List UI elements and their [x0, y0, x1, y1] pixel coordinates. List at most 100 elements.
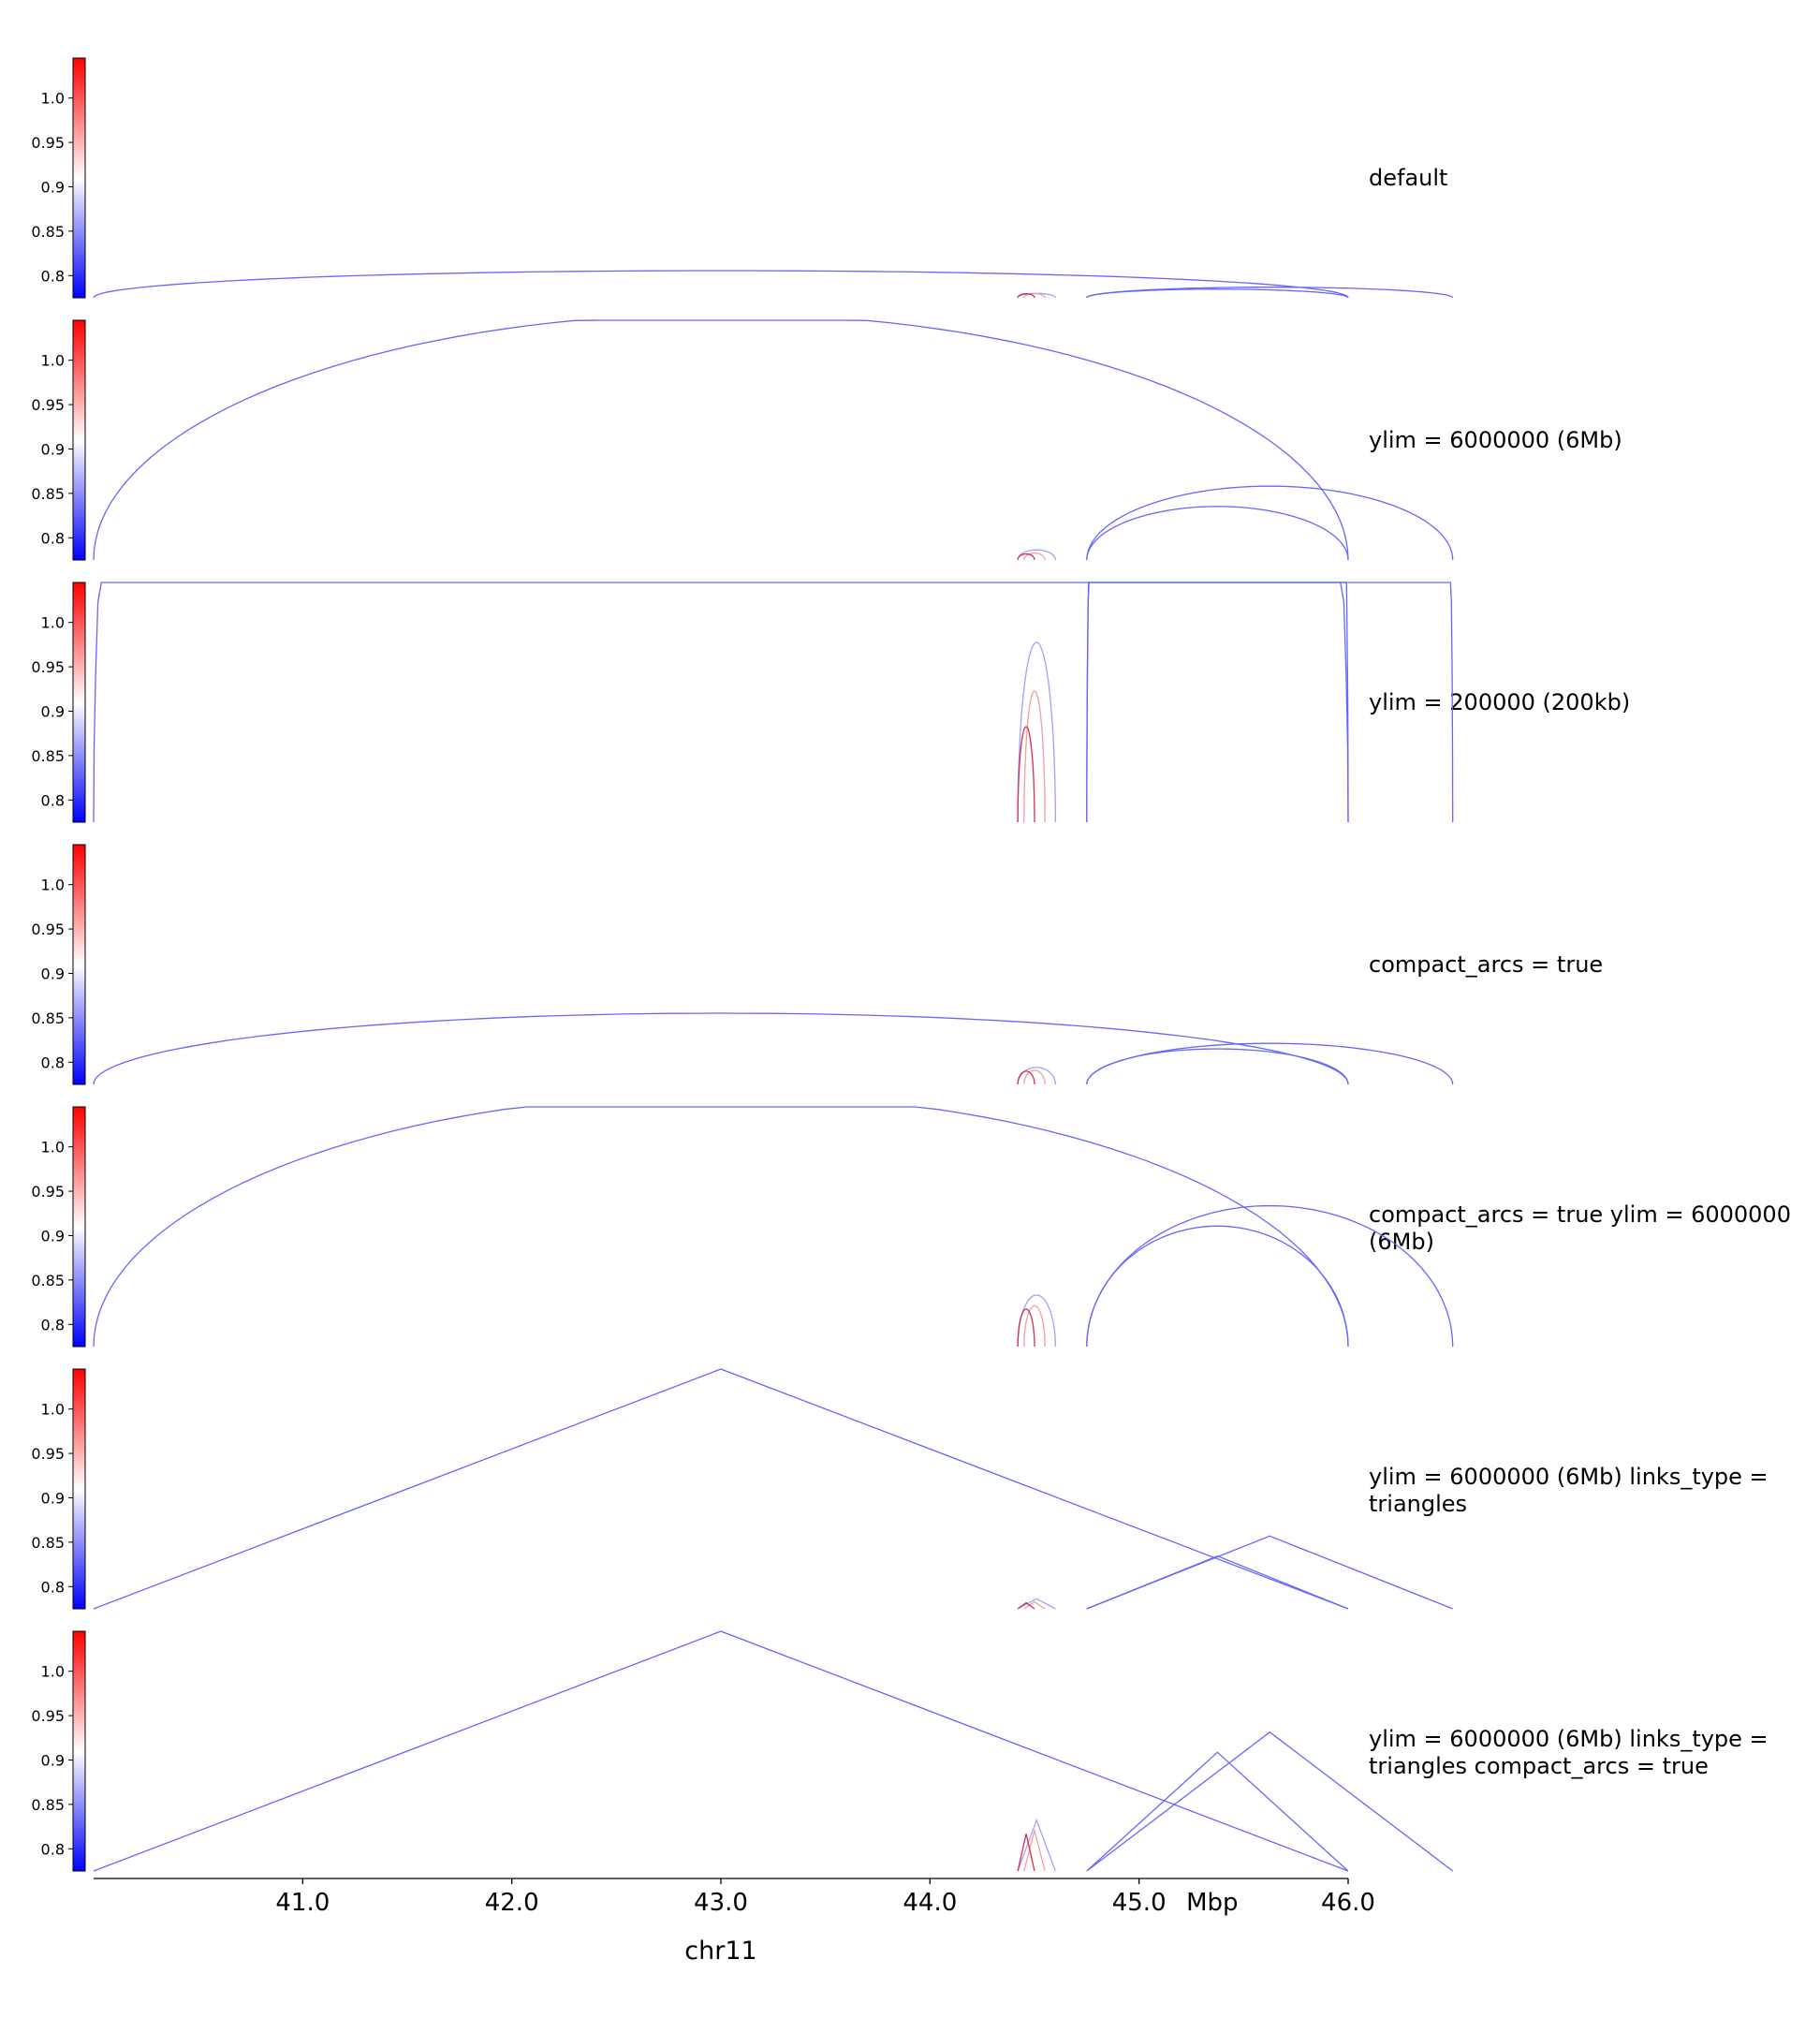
link-arc — [1086, 1225, 1349, 1348]
x-tick-label: 45.0 — [1112, 1889, 1167, 1917]
x-axis-label: chr11 — [684, 1937, 756, 1966]
colorbar-tick-label: 0.95 — [31, 1445, 65, 1463]
link-arc — [1023, 690, 1046, 822]
colorbar-tick-label: 0.85 — [31, 485, 65, 503]
colorbar — [72, 1106, 86, 1348]
colorbar-tick-label: 1.0 — [41, 352, 65, 370]
link-arc — [1086, 287, 1454, 299]
x-tick-label: 43.0 — [694, 1889, 748, 1917]
colorbar — [72, 844, 86, 1085]
track-title: compact_arcs = true — [1369, 951, 1603, 978]
x-tick-label: 44.0 — [903, 1889, 957, 1917]
colorbar-tick-label: 0.85 — [31, 1272, 65, 1289]
link-arc — [1086, 1042, 1454, 1085]
colorbar-tick-label: 0.95 — [31, 921, 65, 938]
colorbar-tick-label: 0.8 — [41, 1840, 65, 1858]
x-axis: 41.0 42.0 43.0 44.0 45.0 46.0 Mbp chr11 — [94, 1878, 1375, 1966]
link-arc — [1017, 1308, 1035, 1347]
colorbar-tick-label: 1.0 — [41, 877, 65, 894]
colorbar-tick-label: 0.9 — [41, 965, 65, 982]
link-arc — [93, 1012, 1349, 1085]
track-title: ylim = 6000000 (6Mb) links_type = triangl… — [1369, 1464, 1769, 1517]
track-2: 1.0 0.95 0.9 0.85 0.8 ylim = 200000 (200kb) — [31, 582, 1630, 823]
colorbar-tick-label: 0.95 — [31, 396, 65, 414]
colorbar — [72, 319, 86, 561]
link-arc — [1017, 726, 1035, 822]
track-title: ylim = 200000 (200kb) — [1369, 689, 1630, 715]
link-arc — [1017, 293, 1035, 299]
track-title: compact_arcs = true ylim = 6000000 (6Mb) — [1369, 1201, 1791, 1255]
colorbar-tick-label: 0.85 — [31, 223, 65, 241]
link-triangle — [1023, 1600, 1046, 1610]
link-arc — [1023, 1069, 1046, 1084]
link-arc — [93, 582, 1349, 823]
link-arc — [1023, 552, 1046, 560]
link-triangle — [1086, 1554, 1349, 1610]
link-arc — [1086, 582, 1349, 823]
link-arc — [93, 1106, 1349, 1348]
link-arc — [1023, 292, 1046, 299]
colorbar-tick-label: 0.85 — [31, 1009, 65, 1027]
colorbar-tick-label: 1.0 — [41, 1139, 65, 1156]
colorbar — [72, 1630, 86, 1872]
colorbar-tick-label: 0.8 — [41, 1053, 65, 1071]
colorbar-tick-label: 0.9 — [41, 1227, 65, 1245]
colorbar — [72, 1368, 86, 1610]
colorbar-tick-label: 0.9 — [41, 178, 65, 196]
link-arc — [1086, 1204, 1454, 1348]
link-triangle — [1017, 1818, 1056, 1872]
link-triangle — [1023, 1828, 1046, 1872]
link-triangle — [93, 1368, 1349, 1610]
track-1: 1.0 0.95 0.9 0.85 0.8 ylim = 6000000 (6Mb) — [31, 319, 1622, 561]
link-triangle — [1017, 1834, 1035, 1872]
link-arc — [1017, 549, 1056, 560]
track-6: 1.0 0.95 0.9 0.85 0.8 ylim = 6000000 (6Mb) li… — [31, 1630, 1769, 1872]
colorbar-tick-label: 0.85 — [31, 747, 65, 765]
colorbar-tick-label: 0.8 — [41, 267, 65, 285]
x-tick-label: 41.0 — [275, 1889, 330, 1917]
link-triangle — [1017, 1598, 1056, 1610]
track-4: 1.0 0.95 0.9 0.85 0.8 compact_arcs = true yli… — [31, 1106, 1791, 1348]
link-arc — [93, 319, 1349, 561]
colorbar-tick-label: 1.0 — [41, 90, 65, 108]
colorbar-tick-label: 0.95 — [31, 1183, 65, 1201]
link-arc — [1086, 506, 1349, 561]
colorbar — [72, 582, 86, 823]
link-triangle — [93, 1630, 1349, 1872]
x-tick-label: 42.0 — [485, 1889, 539, 1917]
link-arc — [1023, 1304, 1046, 1347]
link-arc — [1017, 552, 1035, 560]
link-triangle — [1086, 1535, 1453, 1610]
link-arc — [1017, 1294, 1056, 1347]
colorbar-tick-label: 0.8 — [41, 1316, 65, 1333]
colorbar-tick-label: 0.9 — [41, 1489, 65, 1507]
link-triangle — [1017, 1601, 1035, 1610]
colorbar-tick-label: 0.8 — [41, 791, 65, 809]
colorbar-tick-label: 0.85 — [31, 1796, 65, 1814]
tracks-group: 1.0 0.95 0.9 0.85 0.8 default 1.0 0.95 0.9 0.85 0.… — [31, 57, 1791, 1872]
track-3: 1.0 0.95 0.9 0.85 0.8 compact_arcs = true — [31, 844, 1603, 1085]
link-arc — [1086, 1048, 1349, 1085]
colorbar-tick-label: 0.95 — [31, 658, 65, 676]
colorbar-tick-label: 0.8 — [41, 1578, 65, 1596]
colorbar-tick-label: 0.85 — [31, 1534, 65, 1552]
link-arc — [1086, 485, 1454, 561]
colorbar-tick-label: 0.9 — [41, 440, 65, 458]
colorbar — [72, 57, 86, 299]
link-arc — [93, 270, 1349, 299]
link-arc — [1017, 1070, 1035, 1084]
track-title: ylim = 6000000 (6Mb) — [1369, 427, 1622, 453]
track-title: default — [1369, 165, 1447, 191]
track-5: 1.0 0.95 0.9 0.85 0.8 ylim = 6000000 (6Mb) li… — [31, 1368, 1769, 1610]
colorbar-tick-label: 1.0 — [41, 614, 65, 632]
colorbar-tick-label: 0.95 — [31, 1707, 65, 1725]
colorbar-tick-label: 0.9 — [41, 702, 65, 720]
x-unit-label: Mbp — [1186, 1889, 1238, 1917]
link-arc — [1086, 288, 1349, 299]
link-triangle — [1086, 1731, 1454, 1872]
track-title: ylim = 6000000 (6Mb) links_type = triangl… — [1369, 1726, 1769, 1779]
colorbar-tick-label: 0.95 — [31, 134, 65, 152]
link-arc — [1086, 582, 1454, 823]
link-arc — [1017, 641, 1056, 822]
